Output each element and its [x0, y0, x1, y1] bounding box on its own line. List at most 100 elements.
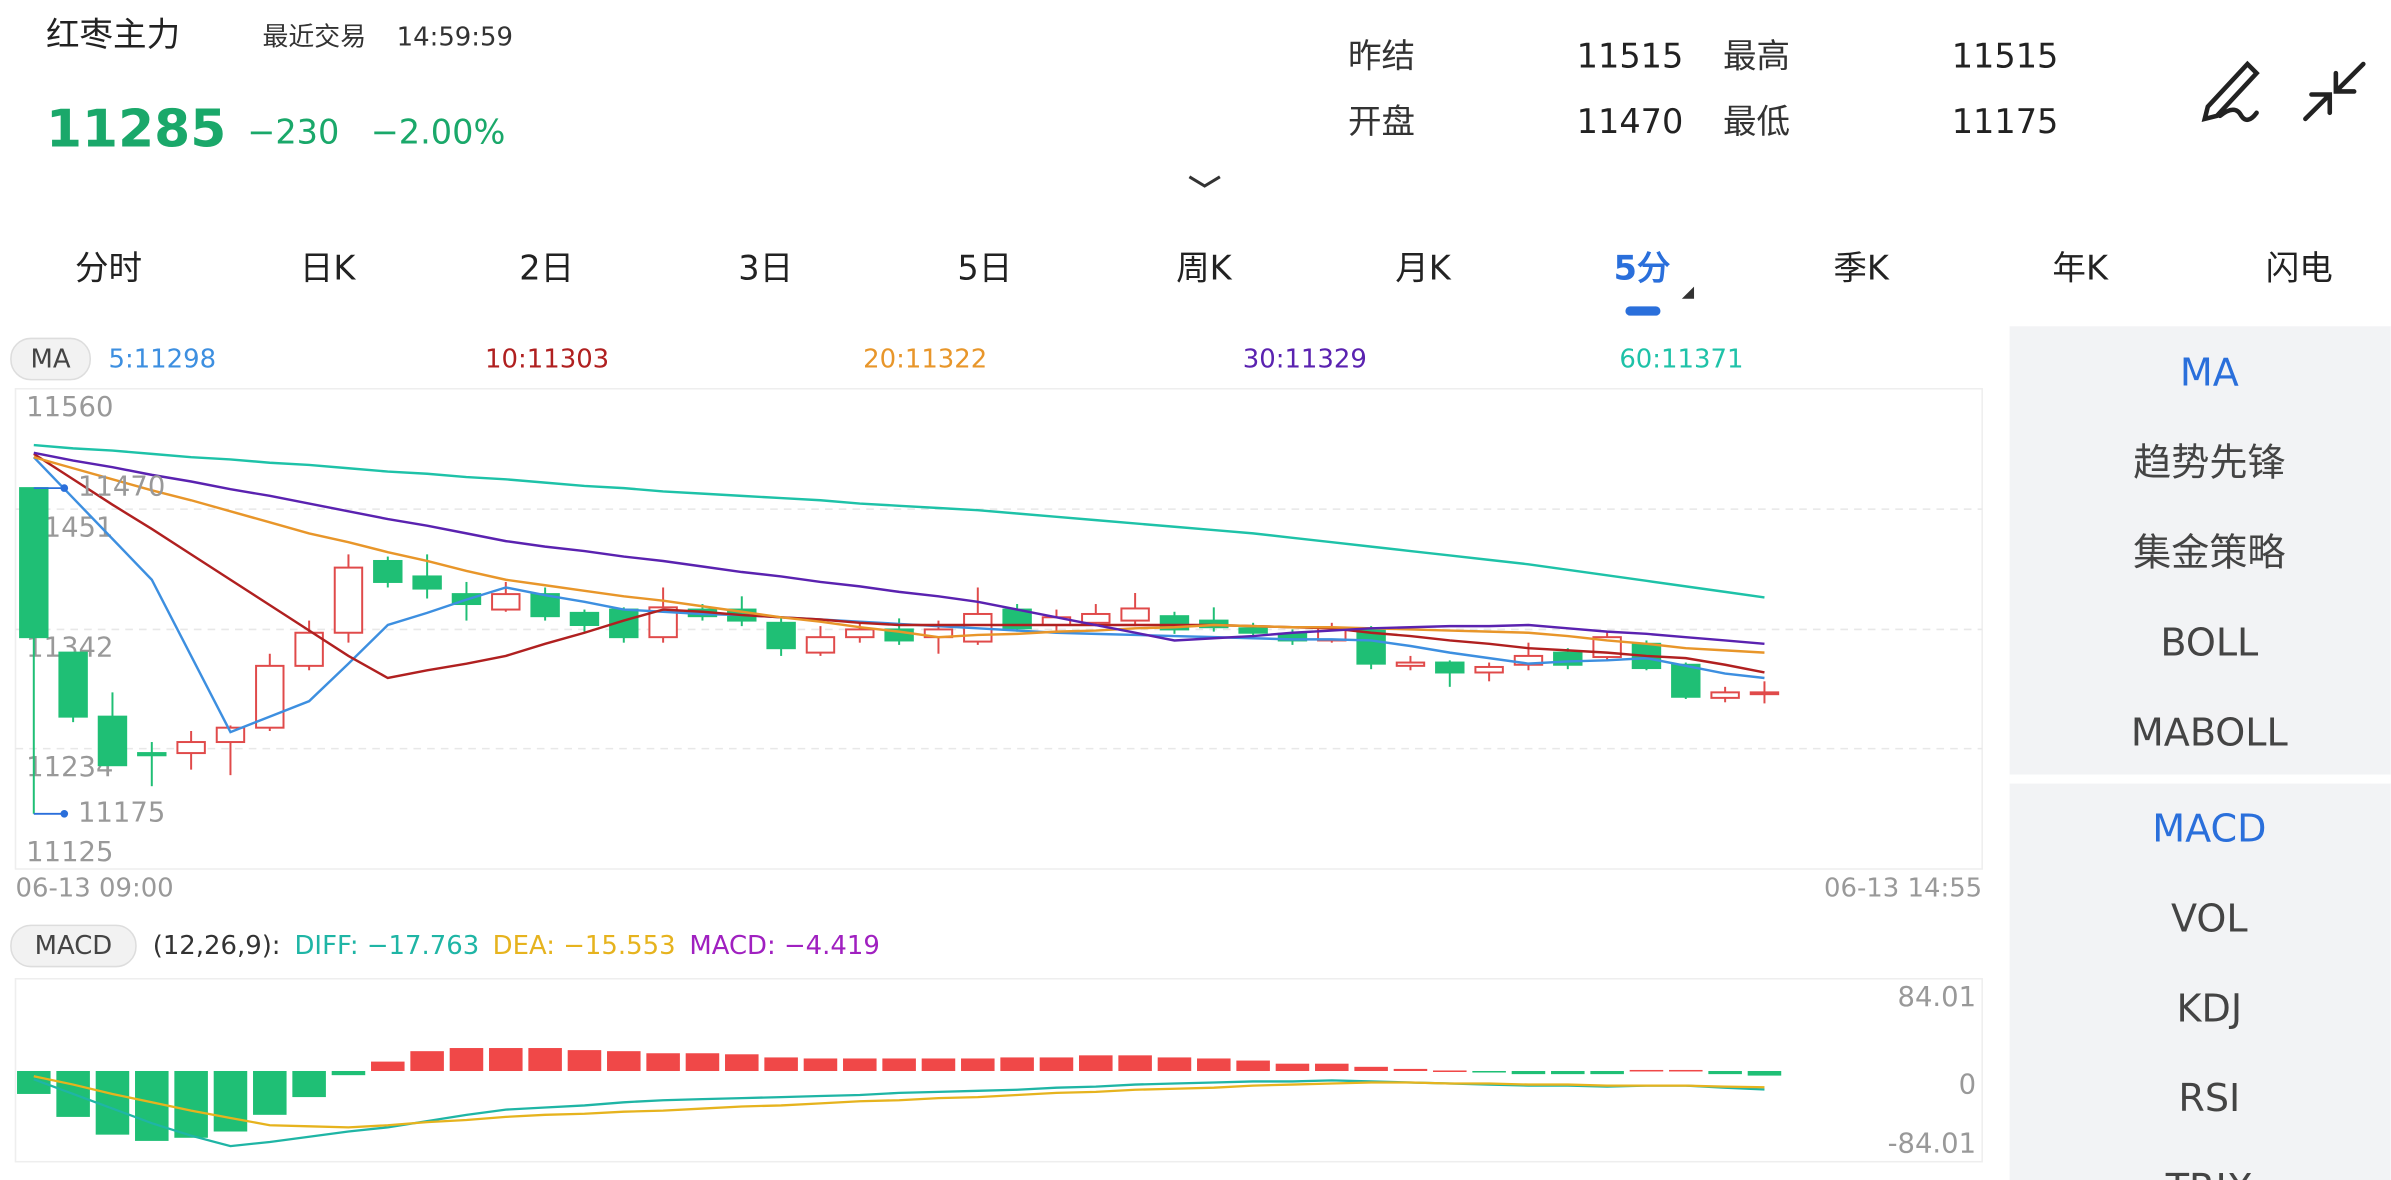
- indicator-item[interactable]: BOLL: [2160, 620, 2259, 664]
- candle-body: [412, 575, 442, 590]
- macd-bar: [1039, 1057, 1074, 1071]
- indicator-item[interactable]: KDJ: [2177, 986, 2243, 1030]
- ma-line: [32, 456, 1765, 734]
- macd-bar: [1669, 1069, 1703, 1072]
- indicator-item[interactable]: MACD: [2152, 806, 2266, 850]
- candle-body: [19, 487, 49, 639]
- extreme-label: 11470: [78, 472, 165, 503]
- ma-badge-text: MA: [31, 344, 71, 374]
- macd-badge-text: MACD: [35, 931, 113, 961]
- macd-bar: [567, 1050, 602, 1071]
- stat-value: 11470: [1577, 102, 1684, 141]
- macd-bar: [1197, 1058, 1231, 1071]
- ma-legend: 5:11298: [108, 344, 216, 374]
- period-tab[interactable]: 分时: [75, 248, 142, 287]
- side-panel: [2009, 326, 2391, 1180]
- macd-bar: [331, 1070, 366, 1076]
- macd-bar: [253, 1070, 287, 1115]
- macd-tick-label: 84.01: [1898, 982, 1977, 1013]
- ma-legend: 20:11322: [863, 344, 987, 374]
- indicator-item[interactable]: 集金策略: [2133, 530, 2285, 574]
- candle-body: [766, 621, 796, 650]
- period-tab[interactable]: 月K: [1395, 248, 1452, 287]
- macd-bar: [1079, 1055, 1113, 1071]
- macd-bar: [1590, 1070, 1624, 1075]
- change-pct: −2.00%: [371, 113, 506, 152]
- y-tick-label: 11560: [26, 392, 113, 423]
- candle-body: [1671, 663, 1701, 698]
- indicator-item[interactable]: MA: [2180, 351, 2239, 395]
- ma-badge[interactable]: [10, 337, 91, 381]
- change: −230: [247, 113, 339, 152]
- period-tab[interactable]: 5分: [1614, 248, 1671, 287]
- period-tab[interactable]: 季K: [1833, 248, 1890, 287]
- candle-body: [333, 566, 364, 634]
- period-tab[interactable]: 2日: [519, 248, 574, 287]
- indicator-item[interactable]: 趋势先锋: [2133, 440, 2285, 484]
- macd-bar: [174, 1070, 208, 1138]
- edit-icon[interactable]: [2201, 60, 2260, 123]
- macd-bar: [1511, 1070, 1546, 1075]
- extreme-dot: [60, 484, 69, 492]
- macd-legend: DEA: −15.553: [493, 931, 676, 961]
- candle-body: [884, 628, 914, 642]
- macd-bar: [646, 1053, 680, 1071]
- extreme-dot: [60, 809, 69, 818]
- candle-body: [58, 651, 88, 718]
- period-tab[interactable]: 闪电: [2266, 248, 2333, 287]
- macd-bar: [1354, 1066, 1388, 1071]
- y-tick-label: 11125: [26, 837, 113, 868]
- expand-chevron[interactable]: [1188, 175, 1221, 188]
- stat-value: 11175: [1952, 102, 2059, 141]
- candle-body: [176, 741, 206, 755]
- macd-bar: [528, 1048, 562, 1071]
- tab-dropdown[interactable]: [1681, 286, 1695, 299]
- candle-body: [805, 636, 836, 654]
- candle-body: [1435, 661, 1465, 674]
- macd-bar: [961, 1058, 995, 1071]
- macd-bar: [921, 1058, 956, 1071]
- macd-bar: [1747, 1070, 1782, 1076]
- macd-bar: [489, 1048, 523, 1071]
- macd-bar: [1472, 1070, 1506, 1073]
- macd-bar: [1433, 1070, 1467, 1072]
- indicator-item[interactable]: VOL: [2171, 896, 2248, 940]
- x-label-start: 06-13 09:00: [16, 873, 174, 903]
- collapse-icon[interactable]: [2303, 61, 2366, 122]
- macd-badge[interactable]: [10, 924, 137, 968]
- macd-bar: [1551, 1070, 1585, 1075]
- candle-body: [255, 664, 285, 729]
- indicator-item[interactable]: MABOLL: [2131, 710, 2289, 754]
- ma-legend: 60:11371: [1619, 344, 1743, 374]
- macd-bar: [1315, 1063, 1349, 1071]
- macd-bar: [607, 1051, 641, 1071]
- ma-line: [33, 451, 1765, 645]
- macd-bar: [135, 1070, 169, 1141]
- candle-body: [97, 715, 128, 767]
- period-tab[interactable]: 周K: [1176, 248, 1233, 287]
- period-tab[interactable]: 5日: [957, 248, 1012, 287]
- macd-bar: [843, 1058, 877, 1071]
- period-tab[interactable]: 年K: [2052, 248, 2109, 287]
- candle-body: [1395, 661, 1426, 667]
- candle-body: [137, 752, 167, 757]
- period-tab[interactable]: 日K: [300, 248, 357, 287]
- stat-label: 昨结: [1348, 36, 1415, 75]
- candle-body: [569, 611, 600, 627]
- macd-bar: [449, 1048, 484, 1071]
- period-tab[interactable]: 3日: [738, 248, 793, 287]
- indicator-item[interactable]: TRIX: [2165, 1166, 2253, 1180]
- candle-body: [491, 593, 521, 611]
- candle-body: [294, 631, 324, 667]
- macd-bar: [371, 1061, 405, 1071]
- candle-body: [1749, 691, 1780, 696]
- recent-label: 最近交易: [262, 23, 366, 53]
- side-divider: [2009, 774, 2391, 784]
- indicator-item[interactable]: RSI: [2178, 1076, 2240, 1120]
- contract-name: 红枣主力: [46, 15, 180, 54]
- macd-legend: DIFF: −17.763: [294, 931, 479, 961]
- candle-body: [215, 726, 246, 744]
- extreme-label: 11175: [78, 797, 165, 828]
- candle-body: [373, 559, 403, 583]
- last-price: 11285: [46, 100, 226, 160]
